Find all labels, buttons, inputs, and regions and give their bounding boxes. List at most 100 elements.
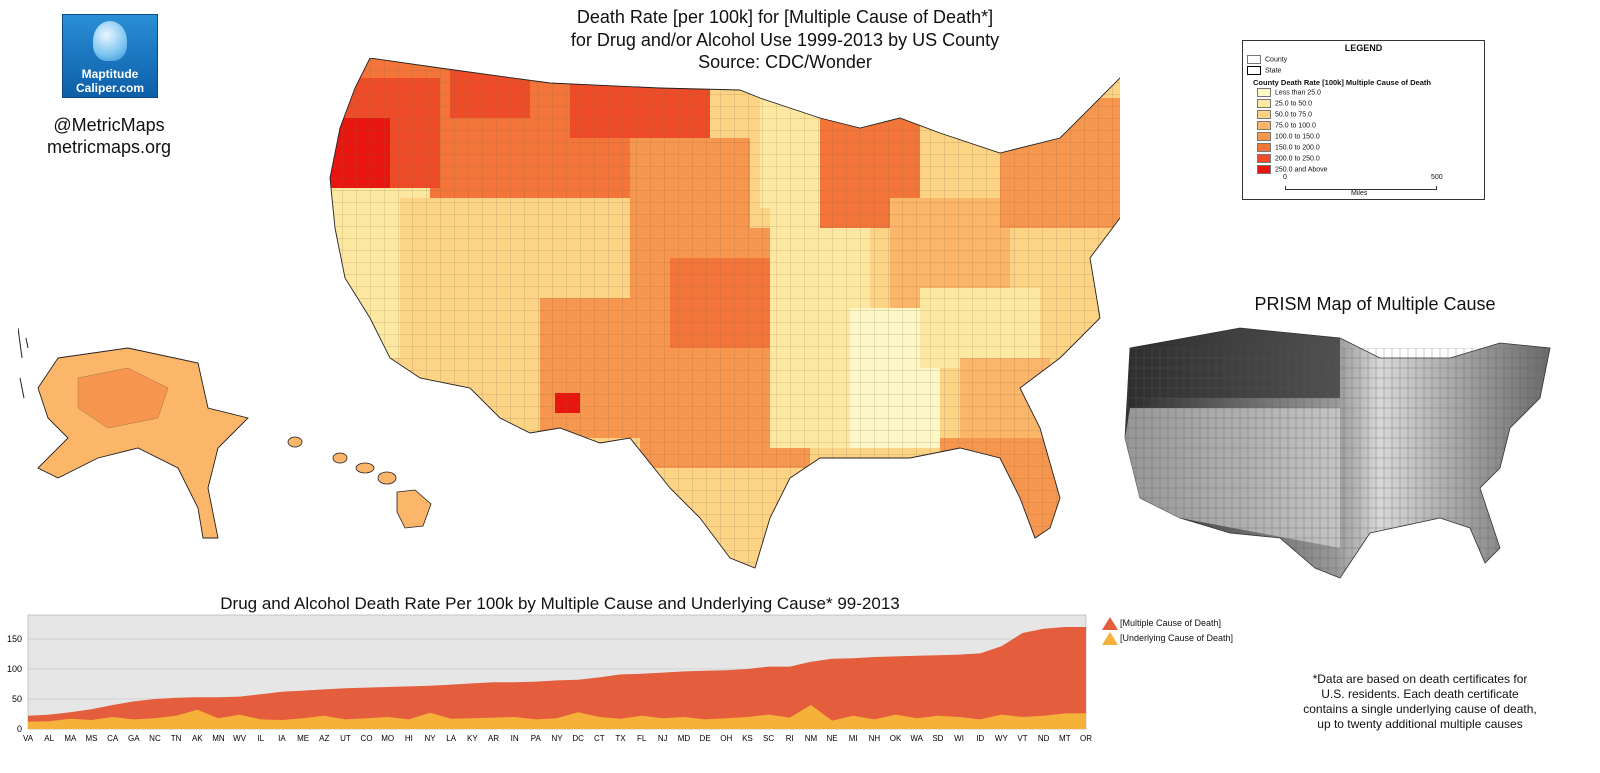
x-tick-label: AL [44, 734, 54, 743]
x-tick-label: NH [869, 734, 881, 743]
x-tick-label: IA [278, 734, 286, 743]
y-tick-label: 100 [7, 664, 22, 674]
x-tick-label: SD [932, 734, 943, 743]
legend-class-label: 150.0 to 200.0 [1275, 144, 1320, 152]
map-title: Death Rate [per 100k] for [Multiple Caus… [480, 6, 1090, 74]
legend-class-label: 200.0 to 250.0 [1275, 155, 1320, 163]
legend-class-6: 200.0 to 250.0 [1257, 154, 1320, 163]
x-tick-label: NJ [658, 734, 668, 743]
x-tick-label: CO [361, 734, 373, 743]
x-tick-label: OH [720, 734, 732, 743]
x-tick-label: WA [910, 734, 923, 743]
legend-class-label: 100.0 to 150.0 [1275, 133, 1320, 141]
x-tick-label: MA [64, 734, 77, 743]
area-chart: 0 50 100 150 VA AL MA MS CA GA NC TN AK MN WV IL IA ME AZ… [7, 614, 1092, 743]
alaska-inset-map [18, 327, 249, 539]
footnote-line1: *Data are based on death certificates fo… [1312, 672, 1528, 686]
legend-class-3: 75.0 to 100.0 [1257, 121, 1316, 130]
author-handle: @MetricMaps metricmaps.org [24, 114, 194, 158]
hawaii-inset-map [287, 436, 432, 529]
x-tick-label: WV [233, 734, 247, 743]
x-tick-label: MD [678, 734, 691, 743]
y-tick-label: 0 [17, 724, 22, 734]
legend-swatch [1257, 121, 1271, 130]
x-tick-label: MT [1059, 734, 1071, 743]
legend-class-label: 75.0 to 100.0 [1275, 122, 1316, 130]
logo-line2: Caliper.com [75, 81, 145, 95]
x-tick-label: IN [511, 734, 519, 743]
x-tick-label: WI [954, 734, 964, 743]
footnote-line4: up to twenty additional multiple causes [1317, 717, 1523, 731]
legend-swatch [1257, 99, 1271, 108]
map-title-line1: Death Rate [per 100k] for [Multiple Caus… [576, 7, 994, 27]
series-area-multiple-cause [28, 627, 1086, 729]
x-tick-label: MO [381, 734, 394, 743]
legend-swatch [1257, 143, 1271, 152]
footnote-line2: U.S. residents. Each death certificate [1321, 687, 1519, 701]
legend-swatch [1257, 88, 1271, 97]
x-tick-label: CT [594, 734, 605, 743]
x-tick-label: WY [995, 734, 1009, 743]
legend-swatch [1257, 165, 1271, 174]
x-tick-label: UT [340, 734, 351, 743]
x-tick-label: AR [488, 734, 499, 743]
x-tick-label: LA [446, 734, 456, 743]
x-tick-label: DC [572, 734, 584, 743]
x-tick-label: OK [890, 734, 902, 743]
logo-line1: Maptitude [81, 67, 139, 81]
x-tick-label: KY [467, 734, 478, 743]
x-tick-label: MN [212, 734, 225, 743]
x-tick-label: HI [405, 734, 413, 743]
legend-county: County [1247, 55, 1287, 64]
x-tick-label: MI [849, 734, 858, 743]
y-tick-label: 50 [12, 694, 22, 704]
legend-class-0: Less than 25.0 [1257, 88, 1321, 97]
legend-swatch [1257, 110, 1271, 119]
us-county-choropleth-map [329, 58, 1120, 569]
legend-class-5: 150.0 to 200.0 [1257, 143, 1320, 152]
legend-subtitle: County Death Rate [100k] Multiple Cause … [1253, 78, 1431, 87]
y-tick-label: 150 [7, 634, 22, 644]
maptitude-logo: Maptitude Caliper.com [62, 14, 158, 98]
x-tick-label: NE [827, 734, 838, 743]
legend-class-4: 100.0 to 150.0 [1257, 132, 1320, 141]
x-tick-label: ND [1038, 734, 1050, 743]
x-tick-label: VT [1017, 734, 1027, 743]
footnote-line3: contains a single underlying cause of de… [1303, 702, 1537, 716]
x-tick-label: VA [23, 734, 34, 743]
x-tick-label: MS [85, 734, 97, 743]
legend-class-1: 25.0 to 50.0 [1257, 99, 1312, 108]
x-tick-label: OR [1080, 734, 1092, 743]
legend-class-label: Less than 25.0 [1275, 89, 1321, 97]
x-tick-label: NC [149, 734, 161, 743]
legend-item-multiple: [Multiple Cause of Death] [1102, 616, 1233, 631]
map-legend: LEGEND County State County Death Rate [1… [1242, 40, 1485, 200]
legend-class-label: 250.0 and Above [1275, 166, 1328, 174]
footnote: *Data are based on death certificates fo… [1270, 672, 1570, 732]
handle-line2: metricmaps.org [46, 137, 172, 157]
scale-min: 0 [1283, 174, 1287, 181]
legend-class-label: 25.0 to 50.0 [1275, 100, 1312, 108]
legend-title: LEGEND [1344, 43, 1383, 53]
triangle-icon [1102, 617, 1118, 630]
legend-item-underlying: [Underlying Cause of Death] [1102, 631, 1233, 646]
legend-swatch [1257, 132, 1271, 141]
x-tick-label: FL [637, 734, 647, 743]
x-tick-label: NM [805, 734, 818, 743]
scale-bar [1285, 186, 1437, 190]
legend-swatch [1257, 154, 1271, 163]
x-tick-label: ME [297, 734, 309, 743]
handle-line1: @MetricMaps [53, 115, 165, 135]
legend-class-2: 50.0 to 75.0 [1257, 110, 1312, 119]
x-tick-label: DE [700, 734, 711, 743]
triangle-icon [1102, 632, 1118, 645]
x-tick-label: ID [976, 734, 984, 743]
legend-state: State [1247, 66, 1281, 75]
map-title-line3: Source: CDC/Wonder [698, 52, 872, 72]
x-tick-label: TX [615, 734, 626, 743]
x-tick-label: NY [551, 734, 563, 743]
x-tick-label: IL [257, 734, 264, 743]
x-tick-label: KS [742, 734, 753, 743]
prism-map [1124, 327, 1551, 579]
scale-unit: Miles [1351, 190, 1368, 197]
